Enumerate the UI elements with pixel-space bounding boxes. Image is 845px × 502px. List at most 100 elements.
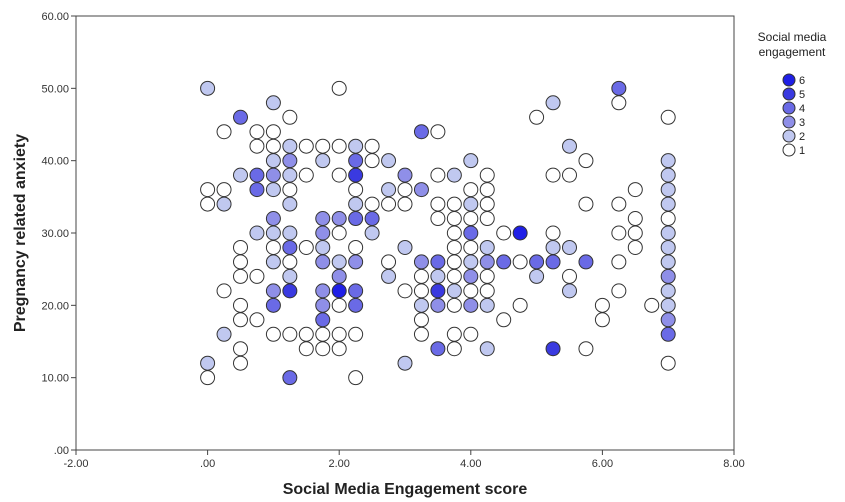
data-point	[364, 153, 380, 169]
data-point	[331, 297, 347, 313]
data-point	[282, 254, 298, 270]
data-point	[282, 153, 298, 169]
data-point	[315, 225, 331, 241]
data-point	[397, 182, 413, 198]
data-point	[265, 254, 281, 270]
data-point	[660, 153, 676, 169]
data-point	[496, 225, 512, 241]
data-point	[249, 312, 265, 328]
data-point	[233, 312, 248, 328]
data-point	[282, 239, 298, 255]
y-axis-title: Pregnancy related anxiety	[12, 134, 29, 332]
y-tick-label: .00	[54, 445, 69, 457]
data-point	[529, 268, 545, 284]
data-point	[381, 268, 397, 284]
data-point	[611, 80, 627, 96]
data-point	[463, 196, 479, 212]
data-point	[381, 182, 397, 198]
data-point	[479, 254, 495, 270]
legend: Social media engagement 6 5 4 3 2 1	[758, 30, 827, 157]
data-point	[413, 254, 429, 270]
data-point	[479, 182, 495, 198]
x-tick-label: .00	[200, 458, 215, 470]
data-point	[331, 283, 347, 299]
data-point	[233, 355, 248, 371]
data-point	[298, 326, 314, 342]
data-point	[430, 211, 446, 227]
data-point	[611, 283, 627, 299]
data-point	[348, 326, 364, 342]
legend-entries: 6 5 4 3 2 1	[782, 73, 805, 157]
data-point	[660, 109, 676, 125]
x-axis-ticks: -2.00 .00 2.00 4.00 6.00 8.00	[63, 450, 745, 470]
data-point	[249, 124, 265, 140]
y-tick-label: 10.00	[41, 373, 69, 385]
data-point	[364, 211, 380, 227]
data-point	[233, 109, 248, 125]
data-point	[660, 312, 676, 328]
legend-marker	[782, 101, 796, 115]
data-point	[265, 153, 281, 169]
data-point	[430, 297, 446, 313]
data-point	[545, 341, 561, 357]
data-point	[233, 167, 248, 183]
legend-title-line-1: Social media	[758, 30, 827, 44]
legend-title-line-2: engagement	[759, 45, 826, 59]
data-point	[479, 341, 495, 357]
x-axis-title: Social Media Engagement score	[283, 481, 528, 498]
data-point	[660, 297, 676, 313]
data-point	[216, 196, 232, 212]
data-point	[282, 196, 298, 212]
data-point	[381, 254, 397, 270]
data-point	[446, 167, 462, 183]
data-point	[397, 167, 413, 183]
data-point	[331, 254, 347, 270]
data-point	[233, 341, 248, 357]
data-point	[463, 211, 479, 227]
y-tick-label: 50.00	[41, 83, 69, 95]
data-point	[430, 268, 446, 284]
data-point	[545, 254, 561, 270]
data-point	[660, 268, 676, 284]
data-point	[397, 239, 413, 255]
data-point	[200, 182, 216, 198]
data-point	[660, 254, 676, 270]
data-point	[315, 283, 331, 299]
data-point	[265, 138, 281, 154]
data-point	[512, 254, 528, 270]
data-point	[298, 341, 314, 357]
data-point	[578, 196, 594, 212]
data-point	[315, 312, 331, 328]
data-point	[265, 95, 281, 111]
x-tick-label: -2.00	[63, 458, 88, 470]
data-point	[282, 326, 298, 342]
data-point	[200, 80, 216, 96]
data-point	[463, 153, 479, 169]
data-point	[545, 239, 561, 255]
data-point	[413, 182, 429, 198]
data-point	[479, 297, 495, 313]
data-point	[249, 167, 265, 183]
data-point	[660, 239, 676, 255]
data-point	[397, 283, 413, 299]
data-point	[282, 167, 298, 183]
data-point	[233, 254, 248, 270]
data-point	[282, 370, 298, 386]
data-point	[265, 211, 281, 227]
data-point	[578, 153, 594, 169]
data-point	[282, 182, 298, 198]
legend-label: 2	[799, 131, 805, 143]
data-point	[200, 355, 216, 371]
data-point	[529, 254, 545, 270]
data-point	[348, 283, 364, 299]
data-point	[282, 268, 298, 284]
data-point	[282, 138, 298, 154]
data-point	[545, 167, 561, 183]
data-point	[660, 196, 676, 212]
data-point	[216, 124, 232, 140]
data-point	[578, 341, 594, 357]
data-point	[545, 225, 561, 241]
data-point	[660, 283, 676, 299]
y-tick-label: 20.00	[41, 300, 69, 312]
y-tick-label: 30.00	[41, 228, 69, 240]
